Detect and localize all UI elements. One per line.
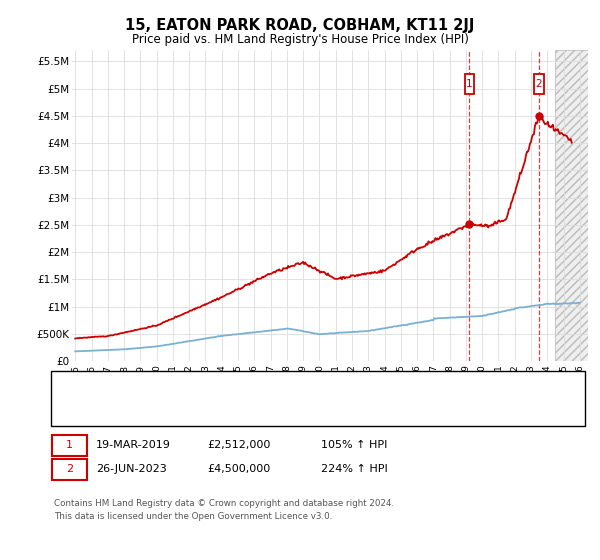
Text: 2: 2 [66,464,73,474]
Text: £2,512,000: £2,512,000 [207,440,271,450]
Text: Price paid vs. HM Land Registry's House Price Index (HPI): Price paid vs. HM Land Registry's House … [131,32,469,46]
Text: This data is licensed under the Open Government Licence v3.0.: This data is licensed under the Open Gov… [54,512,332,521]
Text: 15, EATON PARK ROAD, COBHAM, KT11 2JJ (detached house): 15, EATON PARK ROAD, COBHAM, KT11 2JJ (d… [118,382,432,393]
FancyBboxPatch shape [535,74,544,94]
Text: 1: 1 [466,79,473,89]
Text: HPI: Average price, detached house, Elmbridge: HPI: Average price, detached house, Elmb… [118,404,364,414]
FancyBboxPatch shape [465,74,474,94]
Text: Contains HM Land Registry data © Crown copyright and database right 2024.: Contains HM Land Registry data © Crown c… [54,500,394,508]
Bar [556,50,600,361]
Text: 105% ↑ HPI: 105% ↑ HPI [321,440,388,450]
Text: 19-MAR-2019: 19-MAR-2019 [96,440,171,450]
Text: 224% ↑ HPI: 224% ↑ HPI [321,464,388,474]
Text: 1: 1 [66,440,73,450]
Text: 26-JUN-2023: 26-JUN-2023 [96,464,167,474]
Text: £4,500,000: £4,500,000 [207,464,270,474]
Text: 2: 2 [536,79,542,89]
Text: 15, EATON PARK ROAD, COBHAM, KT11 2JJ: 15, EATON PARK ROAD, COBHAM, KT11 2JJ [125,18,475,32]
Bar [556,50,600,361]
